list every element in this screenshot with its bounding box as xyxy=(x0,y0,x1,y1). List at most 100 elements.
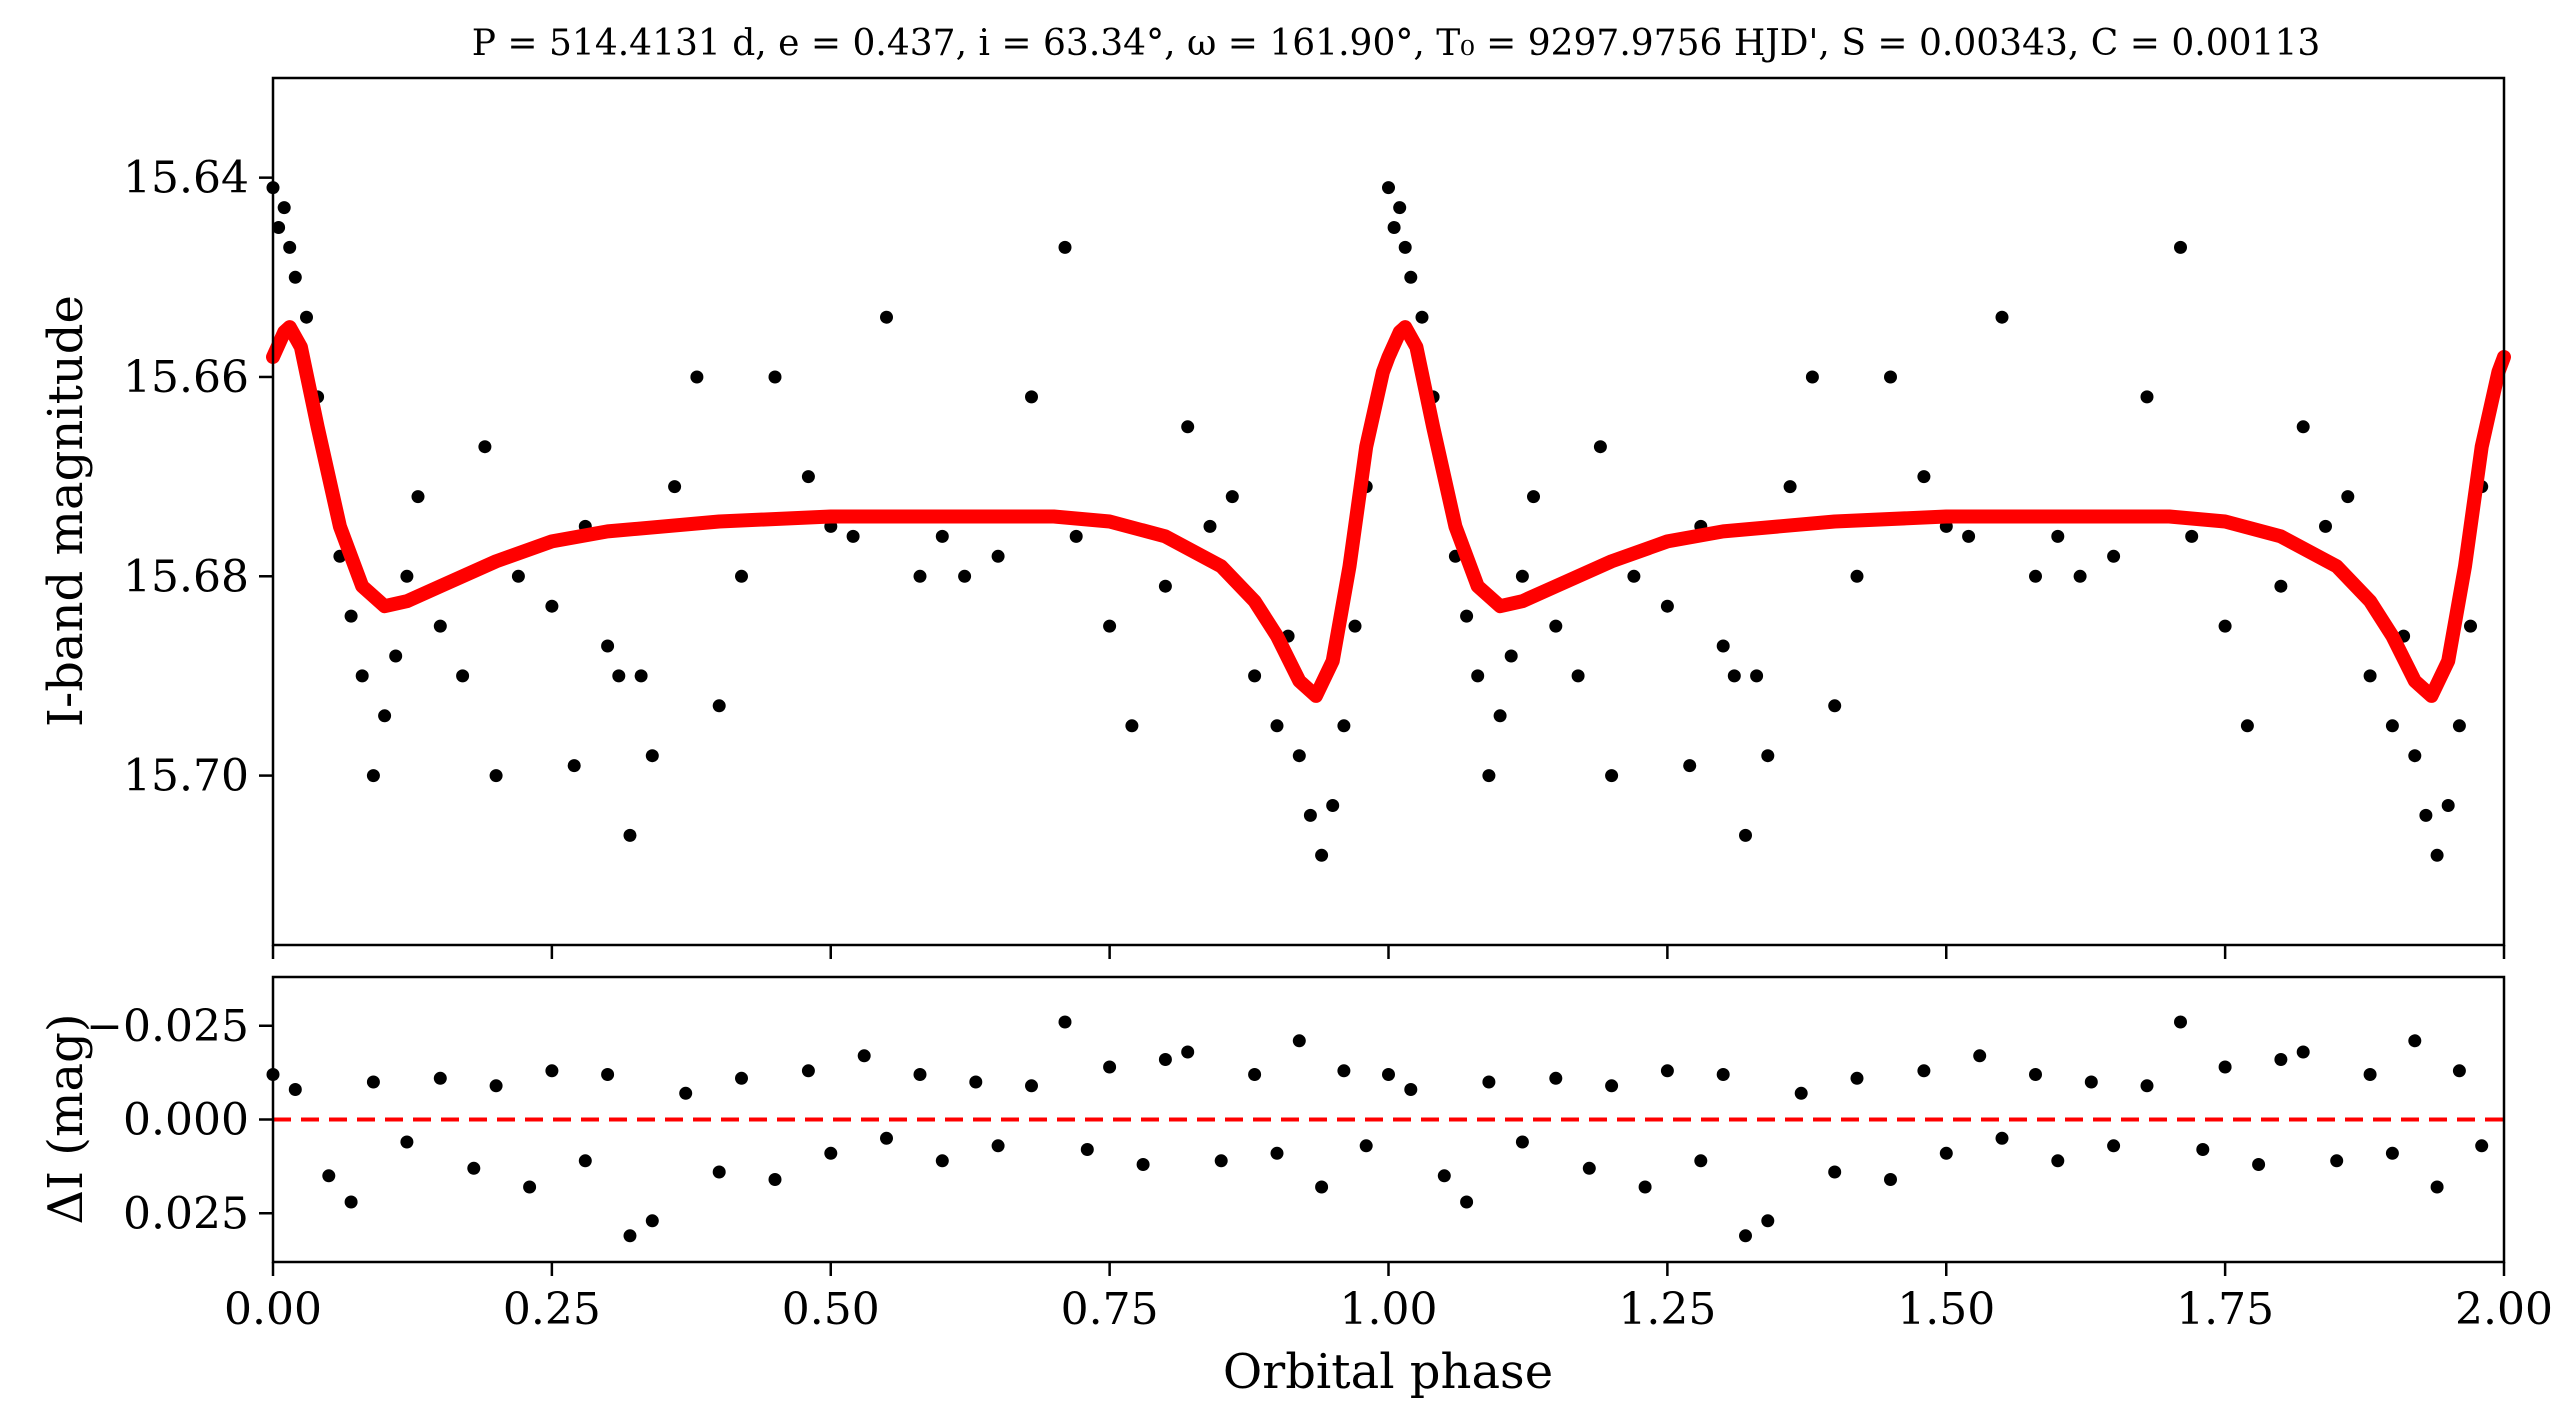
bottom-panel-ticks: −0.025 0.000 0.025 0.00 0.25 0.50 0.75 1.00 1.25… xyxy=(86,1001,2553,1335)
residual-point xyxy=(601,1068,615,1081)
residual-point xyxy=(623,1229,637,1243)
photometry-point xyxy=(400,569,414,583)
photometry-point xyxy=(913,569,927,583)
residual-point xyxy=(1582,1161,1596,1175)
photometry-point xyxy=(1482,769,1496,783)
x-tick-label: 1.75 xyxy=(2176,1284,2274,1335)
photometry-point xyxy=(1203,519,1217,533)
photometry-point xyxy=(478,440,492,454)
photometry-point xyxy=(958,569,972,583)
residual-point xyxy=(1761,1214,1775,1228)
residual-point xyxy=(1850,1071,1864,1085)
photometry-point xyxy=(2363,669,2377,683)
residual-point xyxy=(2174,1015,2187,1029)
residual-point xyxy=(1739,1229,1752,1243)
photometry-point xyxy=(801,470,815,484)
photometry-point xyxy=(1493,709,1507,723)
photometry-point xyxy=(1683,759,1697,773)
chart-title: P = 514.4131 d, e = 0.437, i = 63.34°, ω… xyxy=(472,23,2321,64)
photometry-point xyxy=(545,599,559,613)
photometry-point xyxy=(1571,669,1585,683)
photometry-point xyxy=(1292,749,1306,763)
photometry-point xyxy=(1315,848,1329,862)
photometry-point xyxy=(567,759,581,773)
residual-point xyxy=(1315,1180,1329,1194)
residual-point xyxy=(1515,1135,1529,1149)
residual-point xyxy=(523,1180,537,1194)
photometry-point xyxy=(735,569,748,583)
photometry-point xyxy=(1348,619,1362,633)
photometry-point xyxy=(1415,310,1429,324)
residual-point xyxy=(1716,1068,1730,1081)
residual-point xyxy=(2330,1154,2344,1168)
photometry-point xyxy=(283,240,297,254)
photometry-point xyxy=(1739,828,1752,842)
residual-point xyxy=(1884,1173,1897,1186)
photometry-point xyxy=(668,480,682,494)
residual-point xyxy=(2140,1079,2154,1093)
residual-point xyxy=(1025,1079,1038,1093)
residual-point xyxy=(1973,1049,1987,1063)
photometry-point xyxy=(2408,749,2422,763)
photometry-point xyxy=(2051,529,2065,543)
photometry-point xyxy=(1750,669,1764,683)
photometry-point xyxy=(1058,240,1072,254)
top-panel-ticks: 15.64 15.66 15.68 15.70 xyxy=(123,153,2506,959)
photometry-point xyxy=(277,201,291,215)
photometry-point xyxy=(1303,808,1317,822)
photometry-point xyxy=(1471,669,1485,683)
photometry-point xyxy=(411,490,425,504)
photometry-point xyxy=(1337,719,1351,733)
residual-point xyxy=(1382,1068,1395,1081)
model-fit-curve xyxy=(266,320,2511,703)
photometry-point xyxy=(1593,440,1607,454)
residual-point xyxy=(1103,1060,1117,1074)
residual-point xyxy=(1136,1158,1150,1171)
photometry-point xyxy=(690,370,704,384)
top-y-axis-label: I-band magnitude xyxy=(38,295,94,727)
residual-point xyxy=(1359,1139,1373,1153)
photometry-point xyxy=(2185,529,2199,543)
residual-point xyxy=(2408,1034,2422,1048)
residual-point xyxy=(1549,1071,1563,1085)
photometry-point xyxy=(1627,569,1641,583)
residual-point xyxy=(467,1161,481,1175)
bottom-y-tick-label: 0.025 xyxy=(123,1188,249,1239)
residual-point xyxy=(991,1139,1005,1153)
photometry-point xyxy=(1270,719,1284,733)
photometry-point xyxy=(1393,201,1407,215)
residual-point xyxy=(2051,1154,2065,1168)
photometry-point xyxy=(2441,799,2455,812)
x-tick-label: 1.00 xyxy=(1340,1284,1438,1335)
residual-point xyxy=(366,1075,380,1089)
residual-point xyxy=(2475,1139,2489,1153)
residual-point xyxy=(2452,1064,2466,1078)
photometry-point xyxy=(433,619,447,633)
photometry-point xyxy=(1103,619,1117,633)
photometry-point xyxy=(1398,240,1412,254)
residual-point xyxy=(1660,1064,1674,1078)
photometry-point xyxy=(1850,569,1864,583)
residual-point xyxy=(1460,1195,1474,1209)
photometry-point xyxy=(272,221,286,234)
residual-point xyxy=(1437,1169,1451,1183)
photometry-point xyxy=(601,639,615,653)
photometry-point xyxy=(366,769,380,783)
residual-point xyxy=(1292,1034,1306,1048)
photometry-point xyxy=(2341,490,2355,504)
photometry-point xyxy=(1326,799,1340,812)
top-panel: 15.64 15.66 15.68 15.70 I-band magnitude xyxy=(38,76,2511,959)
photometry-point xyxy=(623,828,637,842)
residual-point xyxy=(489,1079,503,1093)
photometry-point xyxy=(456,669,470,683)
photometry-point xyxy=(355,669,369,683)
x-tick-label: 0.00 xyxy=(224,1284,322,1335)
photometry-point xyxy=(2430,848,2444,862)
photometry-point xyxy=(2319,519,2332,533)
photometry-point xyxy=(2174,240,2187,254)
residual-point xyxy=(2430,1180,2444,1194)
photometry-point xyxy=(2140,390,2154,404)
photometry-point xyxy=(389,649,403,663)
residual-point xyxy=(1337,1064,1351,1078)
residual-point xyxy=(400,1135,414,1149)
